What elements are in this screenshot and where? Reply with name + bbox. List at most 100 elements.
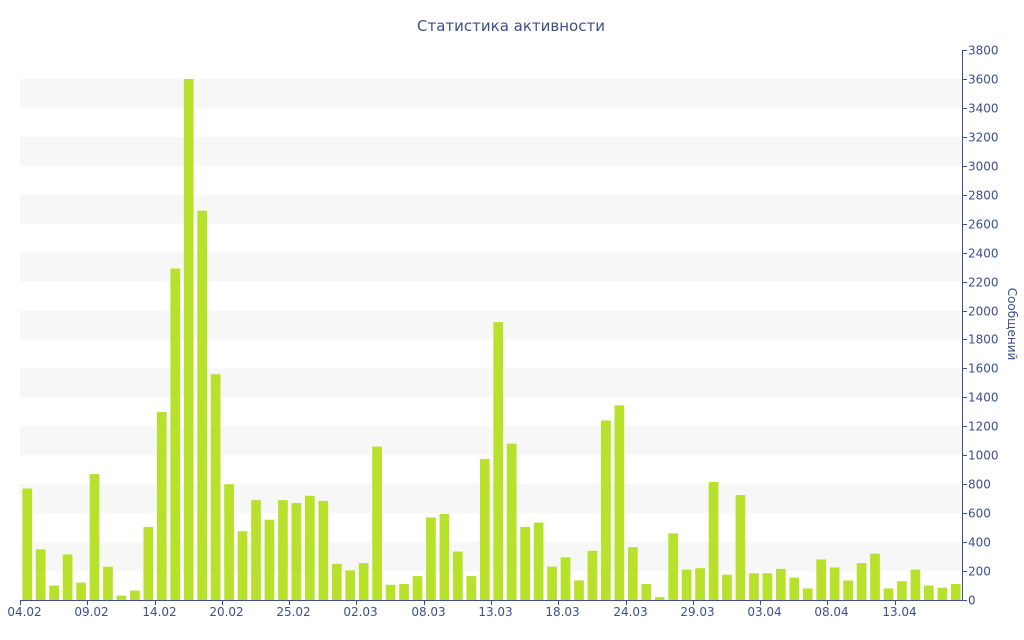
bar bbox=[574, 580, 584, 600]
bar bbox=[116, 595, 127, 600]
grid-band bbox=[20, 78, 962, 108]
bar bbox=[762, 573, 773, 600]
bar bbox=[937, 587, 948, 600]
bar bbox=[399, 584, 409, 600]
bar bbox=[654, 597, 665, 600]
x-tick-label: 04.02 bbox=[7, 605, 41, 619]
bar bbox=[910, 569, 921, 600]
bar bbox=[749, 573, 759, 600]
y-tick-label: 400 bbox=[968, 536, 991, 550]
bar bbox=[49, 585, 59, 600]
x-tick-label: 25.02 bbox=[276, 605, 310, 619]
bar bbox=[345, 570, 356, 600]
x-tick-label: 08.04 bbox=[814, 605, 848, 619]
bar bbox=[708, 482, 719, 600]
bar bbox=[372, 446, 382, 600]
bar bbox=[856, 563, 867, 600]
y-tick-label: 3000 bbox=[968, 160, 999, 174]
bar bbox=[829, 567, 840, 600]
y-tick-label: 2800 bbox=[968, 189, 999, 203]
axes: 0 200 400 600 800 1000 1200 1400 1600 1800 2000 220… bbox=[7, 44, 998, 620]
bar bbox=[789, 577, 800, 600]
bar bbox=[170, 268, 181, 600]
x-tick-label: 02.03 bbox=[343, 605, 377, 619]
grid-band bbox=[20, 194, 962, 224]
x-tick-label: 13.03 bbox=[478, 605, 512, 619]
y-tick-label: 1400 bbox=[968, 391, 999, 405]
x-tick-label: 09.02 bbox=[74, 605, 108, 619]
bar bbox=[601, 420, 611, 600]
bar bbox=[506, 443, 517, 600]
grid-band bbox=[20, 136, 962, 166]
bar bbox=[156, 411, 167, 600]
y-tick-label: 3200 bbox=[968, 131, 999, 145]
bar bbox=[385, 584, 396, 600]
bar bbox=[331, 563, 342, 600]
bar bbox=[426, 517, 436, 600]
bar bbox=[35, 549, 46, 600]
bar bbox=[668, 533, 679, 600]
grid-band bbox=[20, 310, 962, 340]
bar bbox=[560, 557, 571, 600]
bar bbox=[278, 500, 288, 600]
bar bbox=[103, 566, 113, 600]
grid-band bbox=[20, 368, 962, 398]
bar bbox=[183, 78, 194, 600]
y-tick-label: 3400 bbox=[968, 102, 999, 116]
bar bbox=[627, 547, 638, 600]
bar bbox=[816, 559, 827, 600]
bar bbox=[291, 503, 302, 600]
bar bbox=[22, 488, 33, 600]
bar bbox=[89, 474, 100, 600]
bar bbox=[681, 569, 692, 600]
y-tick-label: 2400 bbox=[968, 247, 999, 261]
bars bbox=[22, 78, 961, 600]
y-tick-label: 1000 bbox=[968, 449, 999, 463]
bar bbox=[224, 484, 234, 600]
y-tick-label: 1200 bbox=[968, 420, 999, 434]
y-tick-label: 0 bbox=[968, 594, 976, 608]
bar bbox=[883, 588, 894, 600]
y-tick-label: 800 bbox=[968, 478, 991, 492]
bar bbox=[412, 576, 423, 600]
y-tick-label: 2200 bbox=[968, 276, 999, 290]
y-tick-label: 2600 bbox=[968, 218, 999, 232]
y-tick-label: 1800 bbox=[968, 333, 999, 347]
y-tick-label: 1600 bbox=[968, 362, 999, 376]
bar bbox=[130, 590, 140, 600]
bar bbox=[143, 526, 154, 600]
y-tick-label: 200 bbox=[968, 565, 991, 579]
bar bbox=[641, 584, 652, 600]
chart-title: Статистика активности bbox=[417, 17, 605, 35]
x-tick-label: 20.02 bbox=[209, 605, 243, 619]
bar bbox=[950, 584, 961, 600]
bar bbox=[479, 458, 490, 600]
bar bbox=[735, 495, 746, 600]
grid-band bbox=[20, 252, 962, 282]
y-tick-label: 3600 bbox=[968, 73, 999, 87]
y-tick-label: 2000 bbox=[968, 305, 999, 319]
bar bbox=[547, 566, 557, 600]
bar bbox=[520, 526, 530, 600]
bar bbox=[897, 581, 907, 600]
y-tick-label: 3800 bbox=[968, 44, 999, 58]
x-tick-label: 13.04 bbox=[882, 605, 916, 619]
bar bbox=[237, 531, 248, 600]
bar bbox=[304, 495, 315, 600]
bar bbox=[587, 550, 598, 600]
bar bbox=[76, 582, 86, 600]
bar bbox=[870, 553, 880, 600]
y-axis-label: Сообщений bbox=[1005, 288, 1019, 361]
bar bbox=[843, 580, 853, 600]
bar bbox=[197, 210, 208, 600]
bar bbox=[358, 563, 369, 600]
bar bbox=[533, 522, 544, 600]
bar bbox=[614, 405, 625, 600]
bar bbox=[493, 322, 504, 600]
x-tick-label: 24.03 bbox=[613, 605, 647, 619]
y-tick-label: 600 bbox=[968, 507, 991, 521]
x-tick-label: 29.03 bbox=[680, 605, 714, 619]
bar bbox=[453, 551, 463, 600]
